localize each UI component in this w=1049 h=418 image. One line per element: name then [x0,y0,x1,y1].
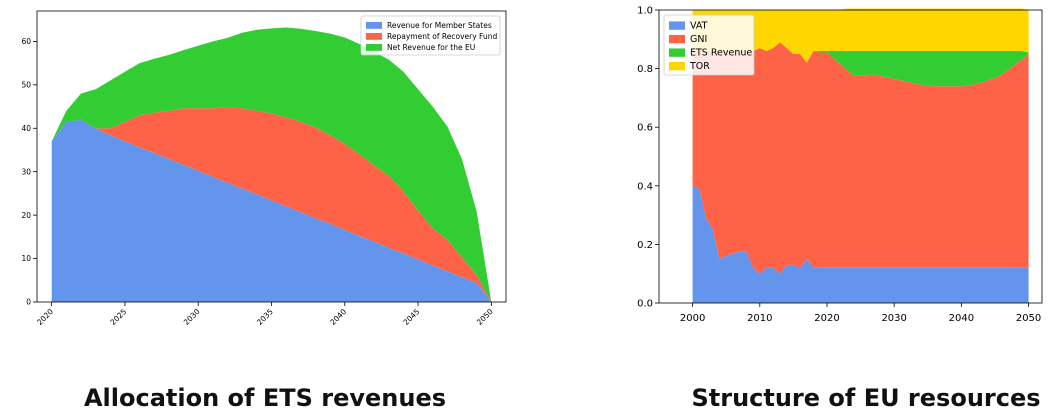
y-tick-label: 50 [21,80,31,89]
x-tick-label: 2010 [747,313,772,324]
x-tick-label: 2040 [328,307,348,327]
y-tick-label: 0.0 [637,299,653,310]
legend-swatch-repayment-of-recovery-fund [366,32,382,40]
legend-label-tor: TOR [689,61,710,72]
x-tick-label: 2025 [108,307,128,327]
y-tick-label: 20 [21,211,31,220]
y-tick-label: 0.4 [637,181,653,192]
x-tick-label: 2030 [182,307,202,327]
legend-swatch-tor [669,61,685,71]
legend-box [360,15,501,56]
x-tick-label: 2050 [475,307,495,327]
x-tick-label: 2000 [680,313,705,324]
legend-label-repayment-of-recovery-fund: Repayment of Recovery Fund [387,32,497,41]
y-tick-label: 10 [21,254,31,263]
y-tick-label: 0.8 [637,64,653,75]
y-tick-label: 0 [26,298,31,307]
area-net-revenue-for-the-eu [51,27,492,302]
caption-ets-allocation: Allocation of ETS revenues [83,384,447,412]
y-tick-label: 40 [21,124,31,133]
area-repayment-of-recovery-fund [51,107,492,303]
legend-swatch-net-revenue-for-the-eu [366,43,382,51]
area-ets-revenue [692,42,1029,87]
x-tick-label: 2020 [814,313,839,324]
legend-swatch-vat [669,21,685,30]
x-tick-label: 2030 [881,313,906,324]
legend-swatch-gni [669,34,685,44]
legend-swatch-ets-revenue [669,48,685,57]
x-tick-label: 2050 [1016,313,1041,324]
ets-allocation-chart: 2020 2025 2030 2035 2040 2045 2050010203040506… [21,10,507,327]
eu-resources-structure-chart: 2000 2010 2020 2030 2040 2050 0.0 0.2 0.4 0.6 0.8 1… [637,6,1043,324]
plot-frame [658,9,1043,304]
area-tor [692,8,1029,63]
legend-label-revenue-for-member-states: Revenue for Member States [387,21,492,30]
x-tick-label: 2040 [949,313,974,324]
legend-box [663,14,755,76]
x-tick-label: 2035 [255,307,275,327]
legend-label-ets-revenue: ETS Revenue [690,48,752,59]
y-tick-label: 0.6 [637,123,653,134]
x-tick-label: 2045 [402,307,422,327]
area-gni [692,42,1029,274]
y-tick-label: 30 [21,167,31,176]
area-revenue-for-member-states [51,119,492,302]
y-tick-label: 60 [21,37,31,46]
legend-label-vat: VAT [690,21,708,32]
x-tick-label: 2020 [35,307,55,327]
y-tick-label: 0.2 [637,240,653,251]
legend-label-net-revenue-for-the-eu: Net Revenue for the EU [387,43,475,52]
legend-swatch-revenue-for-member-states [366,21,382,29]
area-vat [692,185,1029,303]
legend-label-gni: GNI [690,34,707,45]
caption-eu-resources: Structure of EU resources [691,384,1041,412]
y-tick-label: 1.0 [637,6,653,17]
